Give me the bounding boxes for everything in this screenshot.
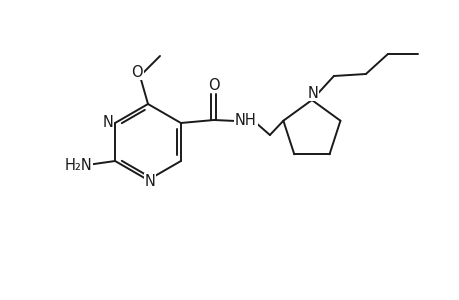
Text: N: N (307, 85, 318, 100)
Text: O: O (131, 64, 142, 80)
Text: NH: NH (235, 112, 256, 128)
Text: O: O (207, 77, 219, 92)
Text: N: N (102, 115, 113, 130)
Text: N: N (144, 173, 155, 188)
Text: H₂N: H₂N (64, 158, 92, 172)
